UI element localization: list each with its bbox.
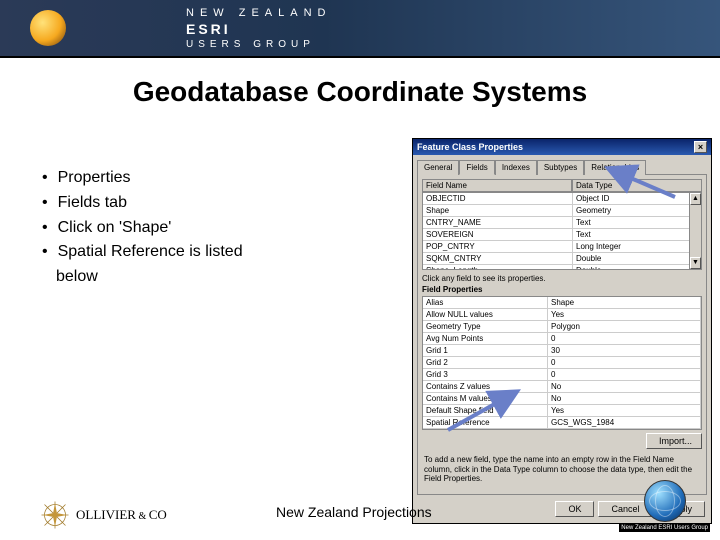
brand-right: New Zealand ESRI Users Group — [619, 480, 710, 532]
prop-value: Yes — [548, 309, 701, 321]
callout-arrow-1 — [620, 172, 680, 207]
table-row[interactable]: Shape_LengthDouble — [423, 265, 701, 270]
property-row[interactable]: Grid 130 — [423, 345, 701, 357]
cell-field-name: Shape — [423, 205, 573, 217]
bullet-item: Fields tab — [42, 191, 243, 216]
prop-value: 30 — [548, 345, 701, 357]
section-hint: Click any field to see its properties. — [422, 274, 702, 283]
scroll-up-icon[interactable]: ▲ — [690, 193, 701, 205]
prop-value: 0 — [548, 333, 701, 345]
brand-text: OLLIVIER & CO — [76, 507, 167, 523]
prop-name: Allow NULL values — [423, 309, 548, 321]
prop-value: No — [548, 381, 701, 393]
bullet-list: Properties Fields tab Click on 'Shape' S… — [42, 166, 243, 290]
table-row[interactable]: POP_CNTRYLong Integer — [423, 241, 701, 253]
banner-line3: USERS GROUP — [186, 39, 331, 50]
prop-value: Shape — [548, 297, 701, 309]
cell-field-name: SQKM_CNTRY — [423, 253, 573, 265]
section-field-props: Field Properties — [422, 285, 702, 294]
property-row[interactable]: Grid 20 — [423, 357, 701, 369]
property-row[interactable]: Contains Z valuesNo — [423, 381, 701, 393]
scroll-down-icon[interactable]: ▼ — [690, 257, 701, 269]
page-title: Geodatabase Coordinate Systems — [0, 76, 720, 108]
bullet-item: Properties — [42, 166, 243, 191]
property-row[interactable]: Allow NULL valuesYes — [423, 309, 701, 321]
bullet-item: Spatial Reference is listed — [42, 240, 243, 265]
cell-field-name: POP_CNTRY — [423, 241, 573, 253]
cell-data-type: Double — [573, 265, 701, 270]
prop-value: 0 — [548, 357, 701, 369]
banner-text: NEW ZEALAND ESRI USERS GROUP — [186, 7, 331, 50]
property-row[interactable]: AliasShape — [423, 297, 701, 309]
prop-value: 0 — [548, 369, 701, 381]
brand-main: OLLIVIER — [76, 507, 136, 522]
compass-icon — [40, 500, 70, 530]
dialog-titlebar[interactable]: Feature Class Properties × — [413, 139, 711, 155]
prop-name: Avg Num Points — [423, 333, 548, 345]
cell-field-name: Shape_Length — [423, 265, 573, 270]
tab-subtypes[interactable]: Subtypes — [537, 160, 584, 175]
scrollbar[interactable]: ▲ ▼ — [689, 193, 701, 269]
bullet-item: Click on 'Shape' — [42, 216, 243, 241]
table-row[interactable]: SOVEREIGNText — [423, 229, 701, 241]
prop-name: Grid 3 — [423, 369, 548, 381]
header-banner: NEW ZEALAND ESRI USERS GROUP — [0, 0, 720, 56]
property-row[interactable]: Grid 30 — [423, 369, 701, 381]
prop-name: Contains Z values — [423, 381, 548, 393]
brand-amp: & — [136, 511, 149, 522]
tab-general[interactable]: General — [417, 160, 459, 175]
prop-value: Polygon — [548, 321, 701, 333]
footer-subtitle: New Zealand Projections — [276, 504, 432, 520]
globe-icon — [644, 480, 686, 522]
tab-fields[interactable]: Fields — [459, 160, 494, 175]
table-row[interactable]: SQKM_CNTRYDouble — [423, 253, 701, 265]
banner-line1: NEW ZEALAND — [186, 7, 331, 19]
prop-value: GCS_WGS_1984 — [548, 417, 701, 429]
tab-indexes[interactable]: Indexes — [495, 160, 537, 175]
cell-data-type: Long Integer — [573, 241, 701, 253]
cell-field-name: OBJECTID — [423, 193, 573, 205]
footer: OLLIVIER & CO New Zealand Projections Ne… — [0, 488, 720, 534]
prop-value: No — [548, 393, 701, 405]
bullet-item-cont: below — [42, 265, 243, 290]
prop-name: Alias — [423, 297, 548, 309]
prop-name: Geometry Type — [423, 321, 548, 333]
callout-arrow-2 — [440, 395, 510, 440]
cell-field-name: CNTRY_NAME — [423, 217, 573, 229]
cell-field-name: SOVEREIGN — [423, 229, 573, 241]
table-row[interactable]: CNTRY_NAMEText — [423, 217, 701, 229]
property-row[interactable]: Geometry TypePolygon — [423, 321, 701, 333]
col-field-name: Field Name — [422, 179, 572, 192]
brand-co: CO — [149, 507, 167, 522]
cell-data-type: Double — [573, 253, 701, 265]
cell-data-type: Text — [573, 217, 701, 229]
import-button[interactable]: Import... — [646, 433, 702, 449]
prop-name: Grid 1 — [423, 345, 548, 357]
prop-value: Yes — [548, 405, 701, 417]
close-icon[interactable]: × — [694, 141, 707, 153]
dialog-title: Feature Class Properties — [417, 142, 523, 152]
prop-name: Grid 2 — [423, 357, 548, 369]
brand-left: OLLIVIER & CO — [40, 500, 167, 530]
tab-pane: Field Name Data Type OBJECTIDObject IDSh… — [417, 174, 707, 495]
banner-line2: ESRI — [186, 21, 331, 37]
brand-right-caption: New Zealand ESRI Users Group — [619, 524, 710, 532]
sun-icon — [30, 10, 66, 46]
property-row[interactable]: Avg Num Points0 — [423, 333, 701, 345]
cell-data-type: Text — [573, 229, 701, 241]
